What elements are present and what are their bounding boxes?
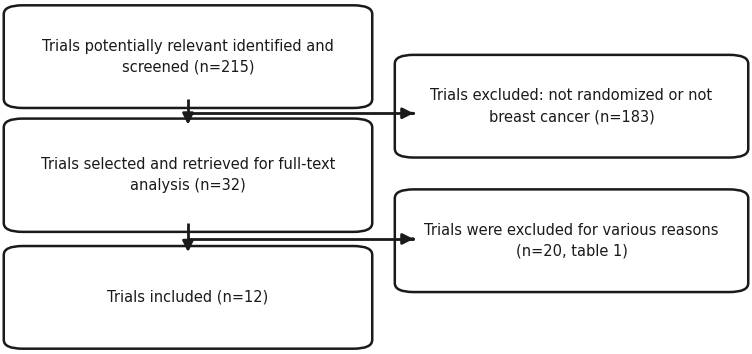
Text: Trials excluded: not randomized or not
breast cancer (n=183): Trials excluded: not randomized or not b… — [430, 88, 713, 124]
FancyBboxPatch shape — [395, 55, 748, 158]
Text: Trials selected and retrieved for full-text
analysis (n=32): Trials selected and retrieved for full-t… — [41, 157, 335, 193]
Text: Trials potentially relevant identified and
screened (n=215): Trials potentially relevant identified a… — [42, 39, 334, 75]
FancyBboxPatch shape — [4, 246, 372, 349]
FancyBboxPatch shape — [395, 189, 748, 292]
Text: Trials were excluded for various reasons
(n=20, table 1): Trials were excluded for various reasons… — [424, 223, 719, 259]
Text: Trials included (n=12): Trials included (n=12) — [108, 290, 268, 305]
FancyBboxPatch shape — [4, 5, 372, 108]
FancyBboxPatch shape — [4, 119, 372, 232]
